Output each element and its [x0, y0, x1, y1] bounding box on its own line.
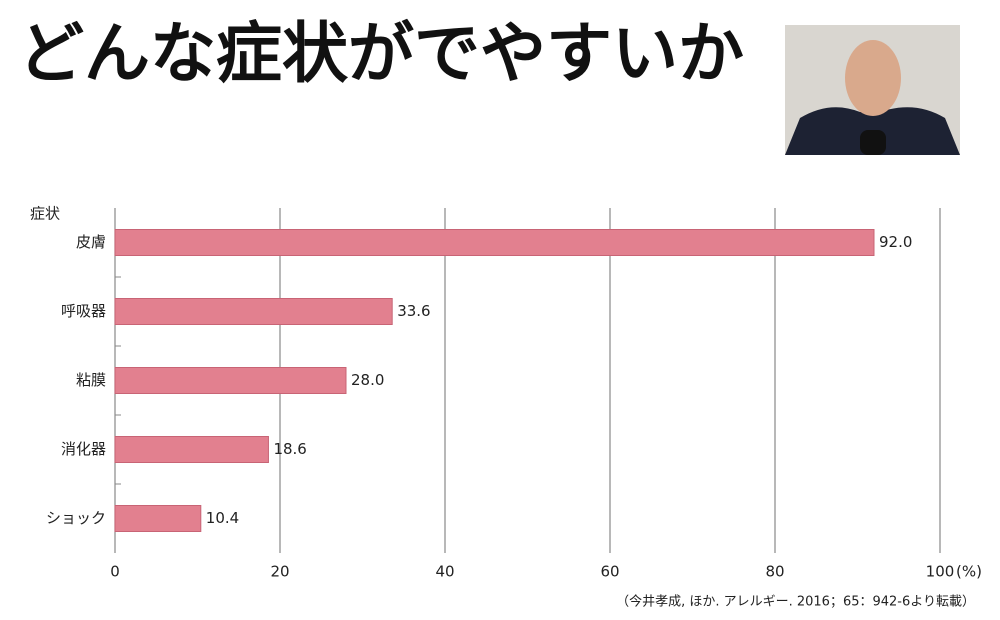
- x-tick-label: 40: [435, 563, 454, 581]
- value-label: 28.0: [351, 371, 384, 389]
- x-tick-label: 80: [765, 563, 784, 581]
- slide-title: どんな症状がでやすいか: [18, 15, 744, 92]
- y-axis-label: 症状: [30, 205, 60, 223]
- y-tick-label: 粘膜: [76, 371, 106, 389]
- source: （今井孝成, ほか. アレルギー. 2016；65：942-6より転載）: [616, 594, 975, 610]
- y-tick-label: ショック: [46, 509, 106, 527]
- value-label: 92.0: [879, 233, 912, 251]
- bar: [114, 298, 393, 325]
- value-label: 10.4: [206, 509, 239, 527]
- x-tick-label: 20: [270, 563, 289, 581]
- bar: [114, 229, 875, 256]
- value-label: 18.6: [273, 440, 306, 458]
- x-tick-label: 100: [926, 563, 955, 581]
- x-tick-label: 0: [110, 563, 120, 581]
- y-tick-label: 皮膚: [76, 233, 106, 251]
- x-tick-label: 60: [600, 563, 619, 581]
- webcam-head: [845, 40, 901, 116]
- y-tick-label: 消化器: [61, 440, 106, 458]
- webcam: [785, 25, 960, 155]
- bar: [114, 505, 202, 532]
- y-tick-label: 呼吸器: [61, 302, 106, 320]
- x-axis-label: (%): [956, 563, 982, 581]
- webcam-mic: [860, 130, 886, 155]
- value-label: 33.6: [397, 302, 430, 320]
- bar: [114, 436, 269, 463]
- bar: [114, 367, 347, 394]
